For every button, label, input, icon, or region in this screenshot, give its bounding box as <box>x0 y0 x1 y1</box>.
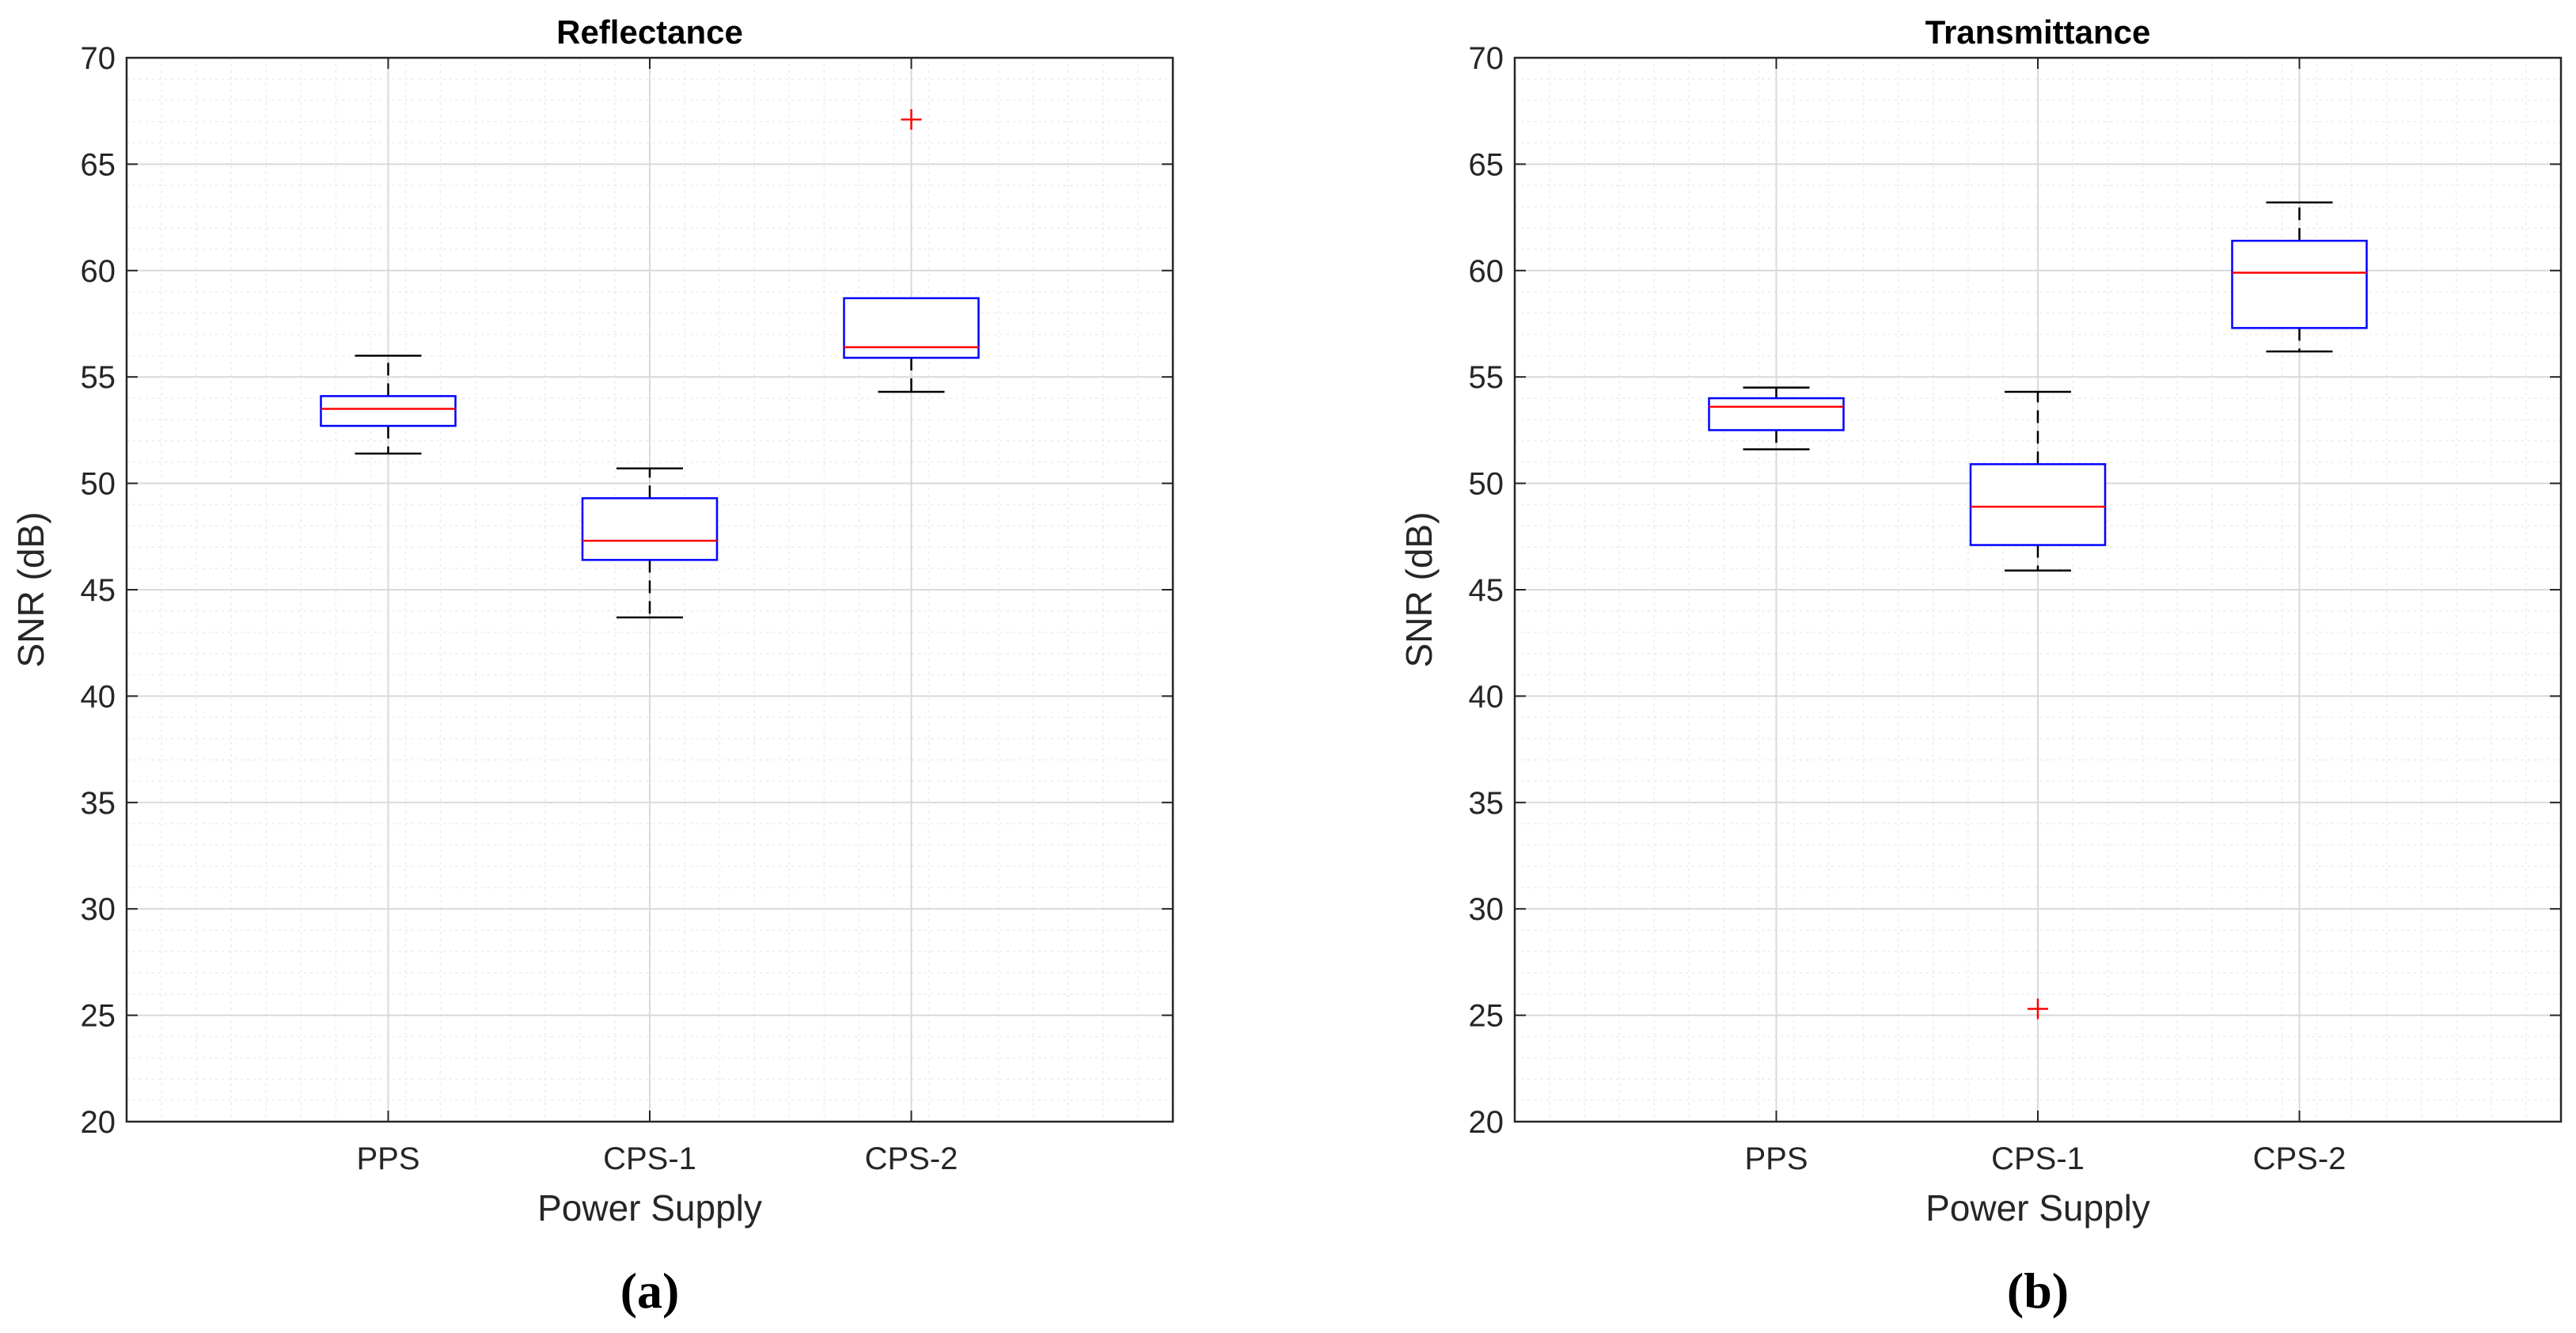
y-tick-label: 55 <box>1469 360 1504 395</box>
x-tick-label-pps: PPS <box>1744 1141 1808 1176</box>
y-tick-label: 60 <box>81 254 116 289</box>
y-tick-label: 50 <box>81 467 116 502</box>
chart-title: Transmittance <box>1925 13 2151 51</box>
panel-label: (a) <box>620 1263 680 1319</box>
y-tick-label: 40 <box>1469 679 1504 714</box>
y-tick-label: 30 <box>1469 892 1504 927</box>
iqr-box <box>320 395 457 427</box>
box-cps-2 <box>843 108 980 393</box>
x-tick-label-pps: PPS <box>356 1141 419 1176</box>
y-tick-label: 65 <box>1469 147 1504 182</box>
box-cps-2 <box>2231 201 2368 353</box>
box-cps-1 <box>581 467 719 619</box>
y-tick-label: 35 <box>81 786 116 821</box>
y-tick-label: 70 <box>1469 41 1504 76</box>
axes-frame <box>1513 56 2563 1123</box>
axes-frame <box>125 56 1174 1123</box>
y-tick-label: 40 <box>81 679 116 714</box>
x-axis-label: Power Supply <box>537 1187 762 1229</box>
y-tick-label: 30 <box>81 892 116 927</box>
outlier-marker <box>901 108 922 130</box>
y-tick-label: 45 <box>81 573 116 608</box>
x-tick-label-cps-1: CPS-1 <box>603 1141 696 1176</box>
y-tick-label: 20 <box>81 1105 116 1140</box>
y-tick-label: 70 <box>81 41 116 76</box>
iqr-box <box>581 497 719 561</box>
y-tick-label: 60 <box>1469 254 1504 289</box>
y-tick-label: 35 <box>1469 786 1504 821</box>
iqr-box <box>1708 397 1845 431</box>
iqr-box <box>2231 239 2368 329</box>
y-tick-label: 20 <box>1469 1105 1504 1140</box>
panel-reflectance: 20 25 30 35 40 45 50 55 60 65 70 PPS CPS-1 CPS-2 Refle… <box>10 13 1174 1319</box>
panel-transmittance: 20 25 30 35 40 45 50 55 60 65 70 PPS CPS-1 CPS-2 Trans… <box>1398 13 2563 1319</box>
x-tick-label-cps-2: CPS-2 <box>865 1141 958 1176</box>
y-tick-label: 25 <box>1469 999 1504 1034</box>
x-axis-label: Power Supply <box>1925 1187 2150 1229</box>
y-axis-label: SNR (dB) <box>10 512 51 668</box>
y-tick-label: 55 <box>81 360 116 395</box>
y-tick-label: 25 <box>81 999 116 1034</box>
y-tick-label: 50 <box>1469 467 1504 502</box>
y-tick-label: 65 <box>81 147 116 182</box>
x-tick-label-cps-1: CPS-1 <box>1991 1141 2085 1176</box>
chart-title: Reflectance <box>556 13 743 51</box>
y-tick-label: 45 <box>1469 573 1504 608</box>
y-axis-label: SNR (dB) <box>1398 512 1440 668</box>
box-pps <box>1708 386 1845 450</box>
iqr-box <box>843 297 980 359</box>
x-tick-label-cps-2: CPS-2 <box>2253 1141 2346 1176</box>
iqr-box <box>1969 463 2107 546</box>
panel-label: (b) <box>2007 1263 2069 1319</box>
box-cps-1 <box>1969 390 2107 1020</box>
box-pps <box>320 355 457 455</box>
outlier-marker <box>2028 998 2048 1020</box>
